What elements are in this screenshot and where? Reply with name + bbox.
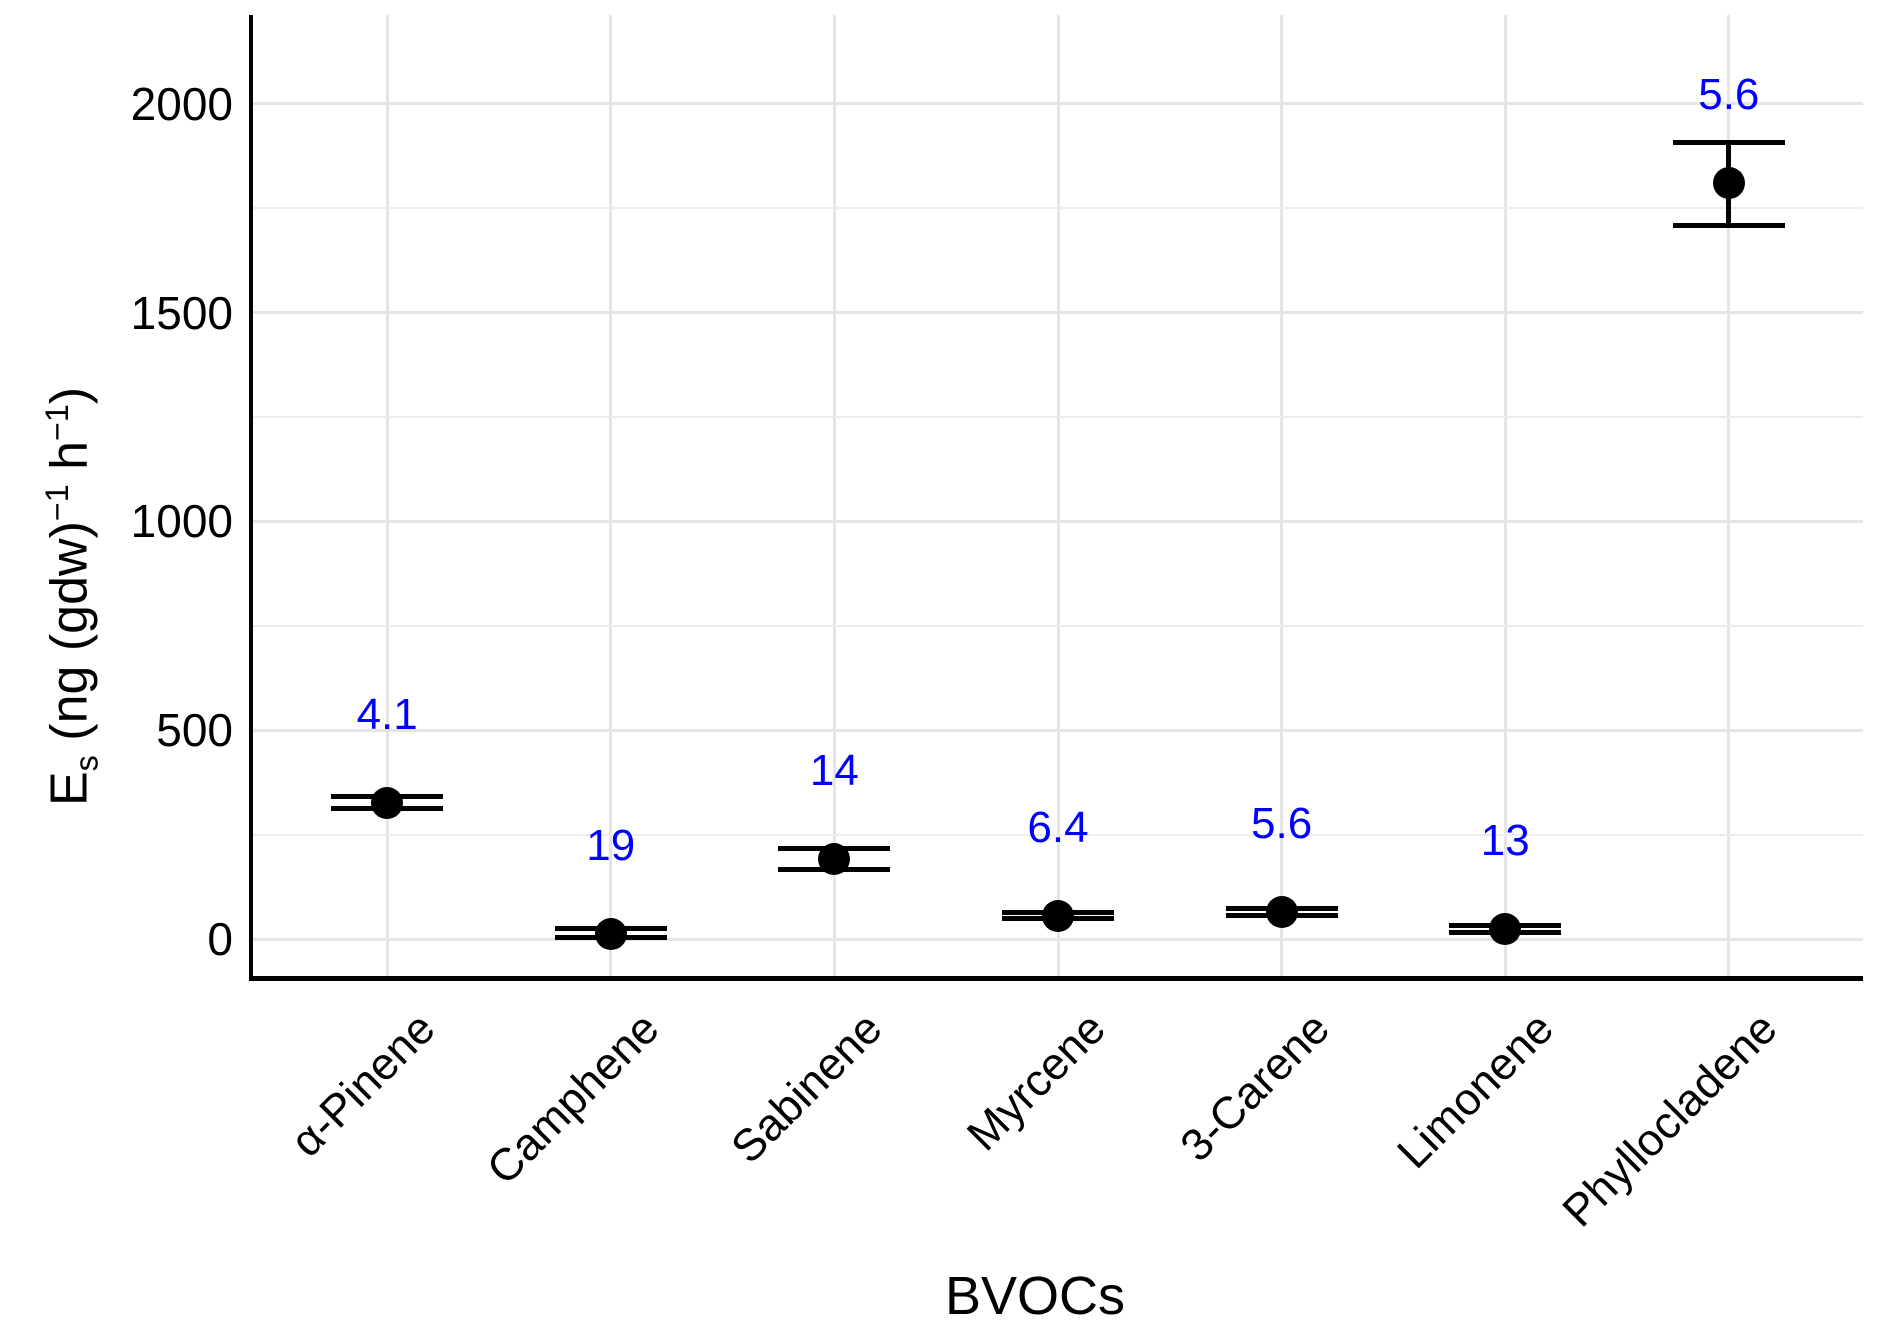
- y-tick-label: 500: [156, 704, 233, 757]
- point-value-label: 5.6: [1698, 69, 1760, 119]
- y-tick-label: 0: [207, 913, 233, 966]
- y-gridline-minor: [253, 624, 1863, 627]
- y-tick-label: 1500: [130, 286, 233, 339]
- x-tick-label: α-Pinene: [280, 1002, 445, 1167]
- y-gridline-minor: [253, 416, 1863, 419]
- point-value-label: 4.1: [356, 689, 418, 739]
- x-tick-label: Phyllocladene: [1552, 1002, 1787, 1237]
- y-gridline-major: [253, 728, 1863, 732]
- data-point: [818, 842, 851, 875]
- x-tick-label: Sabinene: [721, 1002, 892, 1173]
- errorbar-cap-bottom: [1672, 222, 1785, 228]
- y-gridline-major: [253, 102, 1863, 106]
- data-point: [371, 786, 404, 819]
- y-title-mid2: h: [40, 440, 99, 485]
- x-tick-label: Limonene: [1386, 1002, 1563, 1179]
- x-tick-label: Myrcene: [957, 1002, 1116, 1161]
- y-title-superscript-2: −1: [39, 404, 75, 441]
- data-point: [1042, 899, 1074, 932]
- x-axis-line: [249, 976, 1863, 981]
- x-gridline: [1503, 15, 1507, 977]
- data-point: [1489, 912, 1522, 945]
- x-gridline: [609, 15, 613, 977]
- point-value-label: 5.6: [1251, 798, 1313, 848]
- point-value-label: 19: [586, 820, 636, 870]
- x-gridline: [832, 15, 836, 977]
- x-gridline: [1056, 15, 1060, 977]
- x-gridline: [1727, 15, 1731, 977]
- x-tick-label: Camphene: [476, 1002, 669, 1195]
- point-value-label: 13: [1480, 815, 1530, 865]
- y-gridline-major: [253, 519, 1863, 523]
- y-gridline-major: [253, 937, 1863, 941]
- y-gridline-minor: [253, 207, 1863, 210]
- point-value-label: 6.4: [1027, 802, 1089, 852]
- x-axis-title: BVOCs: [944, 1266, 1126, 1326]
- y-title-main: E: [40, 771, 99, 806]
- data-point: [594, 917, 627, 950]
- point-value-label: 14: [809, 745, 859, 795]
- y-axis-line: [249, 15, 253, 981]
- x-gridline: [1280, 15, 1284, 977]
- y-gridline-minor: [253, 833, 1863, 836]
- y-gridline-major: [253, 311, 1863, 315]
- x-gridline: [385, 15, 389, 977]
- errorbar-cap-top: [1672, 139, 1785, 145]
- x-tick-label: 3-Carene: [1170, 1002, 1339, 1172]
- y-tick-label: 1000: [130, 495, 233, 548]
- data-point: [1265, 895, 1298, 928]
- y-tick-label: 2000: [130, 77, 233, 130]
- data-point: [1712, 166, 1745, 199]
- y-title-tail: ): [40, 386, 99, 405]
